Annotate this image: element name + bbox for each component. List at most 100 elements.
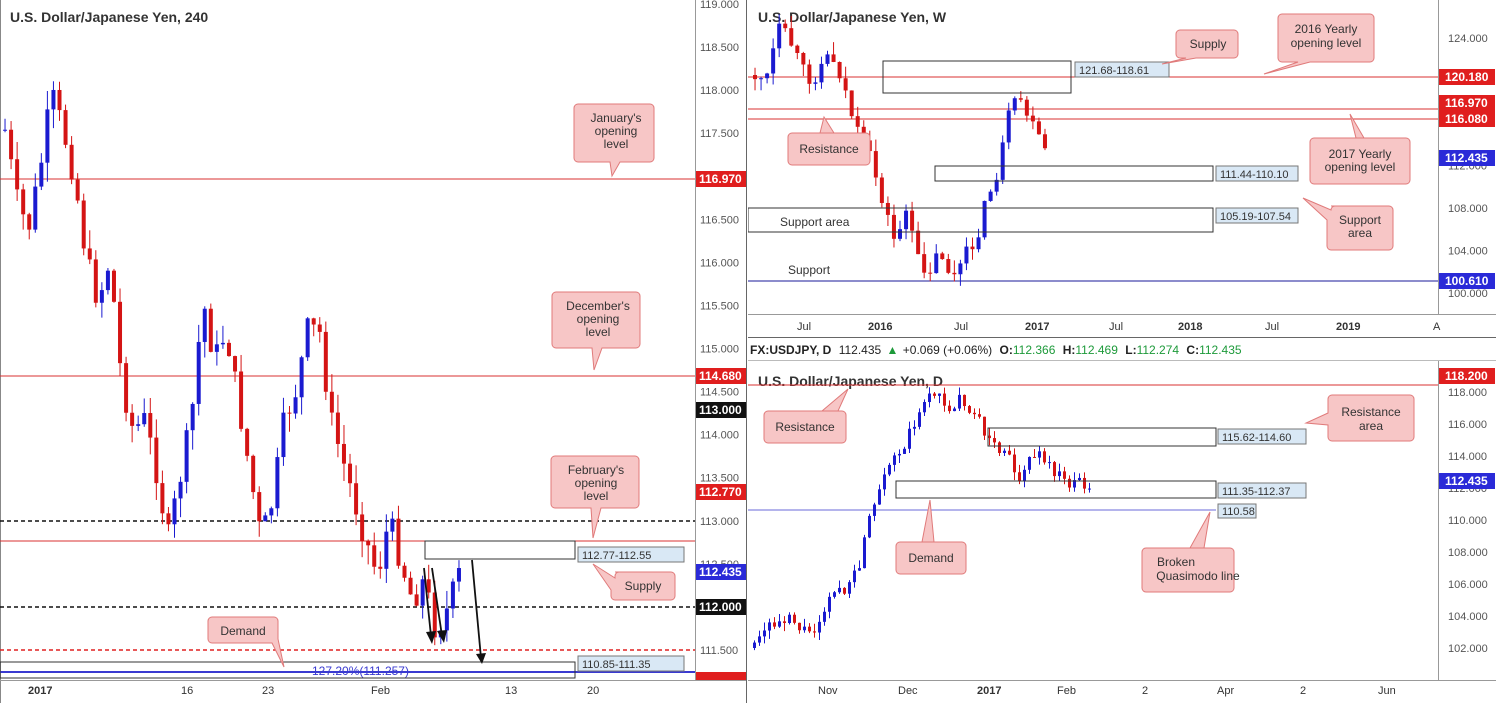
h4-candle (390, 511, 395, 541)
h4-candle (9, 121, 14, 170)
daily-candle (768, 618, 771, 639)
h4-candle (245, 427, 250, 462)
weekly-candle (879, 173, 884, 208)
daily-candle (1043, 448, 1046, 465)
daily-resistance-area-callout (1304, 394, 1415, 442)
h4-x-tick-feb: Feb (371, 685, 390, 697)
weekly-candle (759, 76, 764, 91)
daily-candle (803, 618, 806, 633)
h4-arrow-head-3 (476, 653, 486, 664)
h4-chart-panel: U.S. Dollar/Japanese Yen, 240 119.000 118… (0, 0, 747, 703)
h4-candle (335, 394, 340, 458)
h4-candle (15, 142, 20, 201)
daily-x-tick-jun: Jun (1378, 685, 1396, 697)
weekly-supply-callout (1161, 29, 1239, 65)
daily-resistance-zone-label: 115.62-114.60 (1222, 432, 1291, 444)
daily-x-tick-nov: Nov (818, 685, 838, 697)
daily-candle (933, 391, 936, 399)
weekly-candle (988, 189, 993, 202)
h4-candle (233, 355, 238, 383)
h4-supply-zone-label: 112.77-112.55 (582, 550, 651, 562)
h4-february-callout (550, 455, 640, 539)
daily-candle (828, 592, 831, 619)
daily-candle (913, 420, 916, 436)
daily-candle (798, 622, 801, 634)
daily-candle (823, 607, 826, 626)
h4-candle (354, 465, 359, 526)
daily-y-tick: 108.000 (1448, 547, 1488, 559)
weekly-candle (940, 251, 945, 260)
weekly-y-tick: 104.000 (1448, 246, 1488, 258)
weekly-x-tick-jul-2016: Jul (954, 321, 968, 333)
h4-demand-callout (207, 616, 285, 668)
h4-x-tick-13: 13 (505, 685, 517, 697)
daily-candle (878, 484, 881, 505)
daily-y-tick: 110.000 (1448, 515, 1487, 527)
h4-candle (402, 562, 407, 582)
daily-candle (993, 431, 996, 448)
h4-candle (414, 584, 419, 607)
h4-candle (450, 578, 455, 618)
weekly-candle (849, 90, 854, 120)
daily-y-tick: 116.000 (1448, 419, 1487, 431)
weekly-x-tick-a: A (1433, 321, 1441, 333)
weekly-tag-100610: 100.610 (1445, 274, 1489, 288)
h4-candle (172, 490, 177, 538)
daily-candle (773, 617, 776, 630)
weekly-support-zone-1-label: 111.44-110.10 (1220, 169, 1289, 181)
h4-fib-label: 127.20%(111.257) (312, 664, 409, 678)
h4-candle (384, 514, 389, 583)
h4-candle (124, 356, 129, 422)
h4-candle (257, 486, 262, 537)
weekly-y-tick: 124.000 (1448, 33, 1488, 45)
h4-supply-callout (592, 563, 676, 601)
daily-candle (778, 613, 781, 628)
weekly-candle (994, 172, 999, 196)
daily-candle (918, 408, 921, 430)
h4-candle (63, 104, 68, 149)
daily-candle (1013, 448, 1016, 481)
daily-candle (968, 404, 971, 415)
weekly-support-area-callout (1302, 197, 1394, 251)
daily-candle (928, 387, 931, 408)
weekly-candle (904, 204, 909, 240)
h4-candle (21, 183, 26, 230)
h4-x-tick-20: 20 (587, 685, 599, 697)
h4-arrow-head-2 (437, 630, 447, 643)
h4-tag-112770: 112.770 (699, 485, 742, 499)
daily-y-tick: 118.000 (1448, 387, 1487, 399)
weekly-x-tick-jul-2017: Jul (1109, 321, 1123, 333)
daily-candle (978, 408, 981, 419)
weekly-2017-yearly-callout (1309, 113, 1411, 185)
h4-arrow-head-1 (426, 631, 436, 644)
weekly-candle (843, 66, 848, 99)
daily-candle (1058, 463, 1061, 481)
daily-candle (1023, 465, 1026, 488)
h4-candle (426, 564, 431, 599)
daily-y-tick: 102.000 (1448, 643, 1488, 655)
h4-candle (111, 268, 116, 303)
weekly-support-label: Support (788, 263, 831, 277)
weekly-x-tick-jul-2015: Jul (797, 321, 811, 333)
weekly-candle (789, 15, 794, 47)
daily-candle (903, 446, 906, 455)
weekly-candle (976, 228, 981, 253)
weekly-candle (964, 237, 969, 271)
daily-candle (898, 449, 901, 464)
daily-candle (1078, 473, 1081, 481)
h4-january-callout-text: January's opening level (591, 111, 642, 151)
weekly-candle (783, 19, 788, 32)
h4-candle (275, 447, 280, 517)
h4-candle (305, 316, 310, 361)
weekly-candle (1006, 102, 1011, 150)
daily-candle (1073, 472, 1076, 492)
h4-candle (154, 419, 159, 500)
daily-demand-zone-label: 111.35-112.37 (1222, 486, 1291, 498)
h4-candle (27, 212, 32, 240)
weekly-candle (982, 200, 987, 240)
weekly-candle (928, 262, 933, 282)
h4-y-tick: 114.000 (700, 430, 739, 442)
weekly-x-tick-2017: 2017 (1025, 321, 1049, 333)
weekly-candle (910, 201, 915, 243)
h4-y-tick: 114.500 (700, 387, 739, 399)
